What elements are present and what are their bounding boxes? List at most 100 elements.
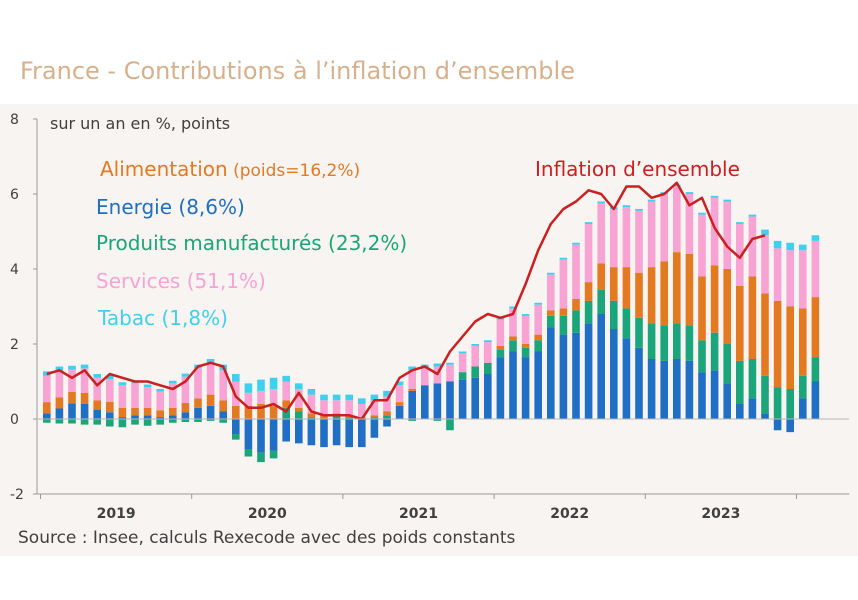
- bar-segment-energie: [736, 404, 744, 419]
- bar-segment-produits: [786, 389, 794, 419]
- bar-segment-alimentation: [597, 263, 605, 290]
- bar-segment-tabac: [156, 389, 164, 392]
- bar-segment-energie: [269, 419, 278, 451]
- bar-segment-tabac: [181, 373, 190, 377]
- bar-segment-services: [320, 400, 328, 416]
- bar-segment-tabac: [736, 222, 744, 224]
- bar-segment-alimentation: [257, 404, 265, 419]
- bar-segment-produits: [496, 349, 505, 358]
- bar-segment-services: [332, 400, 341, 414]
- bar-segment-alimentation: [93, 400, 101, 410]
- bar-segment-produits: [723, 344, 731, 384]
- bar-segment-alimentation: [80, 392, 89, 404]
- bar-segment-produits: [761, 375, 769, 414]
- y-tick-label: 8: [10, 112, 19, 128]
- bar-segment-services: [358, 404, 366, 418]
- bar-segment-energie: [786, 419, 794, 433]
- bar-segment-energie: [421, 385, 429, 419]
- legend-services-detail: (51,1%): [180, 269, 266, 293]
- bar-segment-services: [736, 224, 744, 286]
- bar-segment-services: [710, 197, 719, 266]
- bar-segment-produits: [131, 419, 139, 425]
- bar-segment-alimentation: [496, 345, 505, 350]
- bar-segment-tabac: [635, 209, 643, 211]
- bar-segment-services: [685, 194, 694, 254]
- bar-segment-services: [559, 259, 568, 309]
- bar-segment-services: [547, 274, 555, 311]
- bar-segment-services: [761, 235, 769, 294]
- bar-segment-produits: [673, 323, 681, 359]
- bar-segment-services: [118, 385, 127, 408]
- y-tick-label: 6: [10, 187, 19, 203]
- legend-tabac: Tabac (1,8%): [97, 306, 228, 330]
- legend-produits-detail: (23,2%): [322, 231, 408, 255]
- bar-segment-energie: [282, 419, 290, 442]
- bar-segment-energie: [219, 411, 227, 419]
- bar-segment-energie: [257, 419, 265, 453]
- year-label: 2019: [97, 506, 136, 522]
- year-label: 2023: [701, 506, 740, 522]
- bar-segment-produits: [584, 300, 593, 324]
- bar-segment-produits: [433, 419, 442, 421]
- bar-segment-services: [68, 369, 76, 392]
- bar-segment-energie: [572, 332, 580, 419]
- bar-segment-services: [43, 375, 51, 403]
- bar-segment-alimentation: [143, 407, 152, 416]
- bar-segment-tabac: [748, 214, 757, 217]
- bar-segment-alimentation: [395, 402, 404, 406]
- bar-segment-services: [484, 342, 492, 363]
- bar-segment-energie: [799, 398, 807, 419]
- bar-segment-produits: [685, 325, 694, 361]
- bar-segment-tabac: [572, 242, 580, 245]
- bar-segment-produits: [55, 419, 64, 424]
- bar-segment-tabac: [471, 344, 479, 346]
- bar-segment-produits: [295, 411, 303, 419]
- bar-segment-tabac: [408, 366, 416, 371]
- bar-segment-tabac: [345, 394, 353, 401]
- bar-segment-tabac: [80, 364, 89, 369]
- bar-segment-tabac: [647, 199, 656, 202]
- bar-segment-produits: [219, 419, 227, 423]
- bar-segment-alimentation: [710, 265, 719, 333]
- bar-segment-tabac: [773, 240, 782, 249]
- bar-segment-produits: [597, 289, 605, 314]
- bar-segment-alimentation: [685, 254, 694, 326]
- bar-segment-services: [206, 362, 215, 395]
- bar-segment-alimentation: [206, 394, 215, 406]
- bar-segment-energie: [68, 403, 76, 419]
- bar-segment-energie: [496, 357, 505, 419]
- bar-segment-alimentation: [181, 402, 190, 413]
- bar-segment-alimentation: [547, 310, 555, 316]
- bar-segment-produits: [534, 340, 542, 352]
- bar-segment-alimentation: [786, 306, 794, 389]
- legend-energie-name: Energie: [96, 195, 172, 219]
- axes-layer: -2 0 2 4 6 8 2019 2020 2021 2022 2023: [10, 112, 850, 522]
- bar-segment-produits: [118, 419, 127, 428]
- year-label: 2022: [550, 506, 589, 522]
- bar-segment-services: [143, 387, 152, 408]
- bar-segment-tabac: [55, 366, 64, 371]
- bar-segment-tabac: [93, 374, 101, 378]
- bar-segment-alimentation: [118, 407, 127, 418]
- bar-segment-alimentation: [194, 398, 202, 408]
- bar-segment-energie: [332, 419, 341, 446]
- bar-segment-services: [93, 377, 101, 401]
- bar-segment-produits: [143, 419, 152, 426]
- bar-segment-tabac: [106, 375, 114, 380]
- legend-tabac-name: Tabac: [97, 306, 155, 330]
- bar-segment-services: [156, 391, 164, 411]
- bar-segment-produits: [471, 366, 479, 378]
- bar-segment-alimentation: [572, 299, 580, 311]
- bars-layer: [43, 184, 820, 463]
- bar-segment-energie: [660, 360, 668, 419]
- bar-segment-alimentation: [232, 405, 240, 419]
- bar-segment-energie: [118, 417, 127, 419]
- bar-segment-tabac: [118, 382, 127, 386]
- bar-segment-alimentation: [799, 308, 807, 376]
- legend-energie: Energie (8,6%): [96, 195, 245, 219]
- bar-segment-energie: [370, 419, 379, 438]
- bar-segment-services: [295, 389, 303, 408]
- bar-segment-services: [698, 214, 706, 277]
- bar-segment-tabac: [433, 363, 442, 367]
- bar-segment-services: [421, 368, 429, 386]
